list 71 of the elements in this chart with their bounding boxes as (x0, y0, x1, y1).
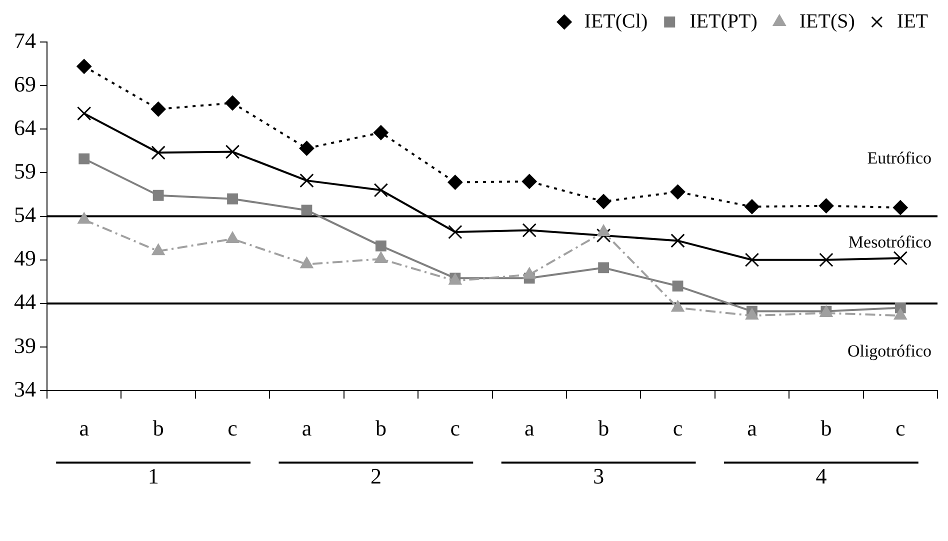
point (894, 308, 907, 320)
x-tick-label: a (302, 416, 312, 441)
text: 2 (370, 463, 382, 488)
point (150, 102, 166, 117)
x-tick-label: b (598, 416, 610, 441)
legend-label: IET(PT) (690, 10, 758, 32)
point (448, 174, 463, 190)
x-tick-label: a (747, 416, 758, 441)
point (596, 228, 611, 243)
point (374, 252, 388, 264)
y-tick-label: 64 (14, 114, 36, 140)
point (375, 240, 386, 252)
point (151, 146, 166, 160)
y-tick-label: 39 (14, 332, 36, 358)
text: 4 (816, 463, 827, 488)
point (596, 194, 612, 209)
point (745, 308, 759, 320)
y-tick-label: 74 (14, 28, 36, 53)
point (373, 125, 388, 140)
point (76, 106, 92, 121)
legend-label: IET(Cl) (584, 10, 648, 32)
text: 1 (148, 463, 159, 488)
point (225, 96, 240, 111)
x-tick-label: a (79, 416, 90, 441)
point (893, 251, 908, 266)
ref-line-label: Mesotrófico (848, 232, 932, 252)
point (152, 244, 165, 256)
point (300, 173, 314, 188)
point (374, 183, 388, 198)
y-tick-label: 59 (14, 158, 36, 184)
point (818, 198, 834, 214)
point (671, 300, 684, 312)
point (152, 190, 164, 201)
point (892, 200, 908, 216)
point (78, 212, 91, 224)
x-tick-label: b (152, 416, 164, 441)
point (819, 252, 834, 267)
y-tick-label: 44 (14, 289, 36, 314)
ref-line-label: Oligotrófico (847, 341, 932, 360)
y-tick-label: 49 (14, 246, 36, 271)
legend-label: IET(S) (799, 10, 855, 32)
point (448, 224, 462, 240)
point (522, 223, 536, 238)
point (299, 140, 314, 156)
point (522, 267, 536, 279)
x-tick-label: c (450, 416, 460, 441)
y-tick-label: 69 (14, 71, 36, 96)
x-tick-label: c (896, 416, 906, 441)
point (301, 204, 312, 216)
point (227, 193, 238, 204)
point (744, 199, 760, 214)
annotation: Eutrófico (867, 148, 932, 168)
text: 3 (593, 463, 604, 488)
x-tick-label: c (228, 416, 238, 441)
point (670, 184, 686, 200)
point (744, 252, 760, 267)
x-tick-label: b (375, 416, 386, 441)
y-tick-label: 34 (14, 376, 36, 402)
x-tick-label: b (820, 416, 832, 441)
point (672, 280, 684, 292)
point (225, 144, 240, 159)
legend-label: IET (896, 10, 928, 32)
point (76, 58, 92, 74)
point (670, 234, 685, 248)
point (598, 262, 610, 274)
y-tick-label: 54 (14, 202, 36, 228)
point (78, 153, 90, 164)
x-tick-label: c (672, 416, 683, 441)
point (300, 256, 314, 268)
x-tick-label: a (524, 416, 534, 441)
point (522, 174, 537, 189)
